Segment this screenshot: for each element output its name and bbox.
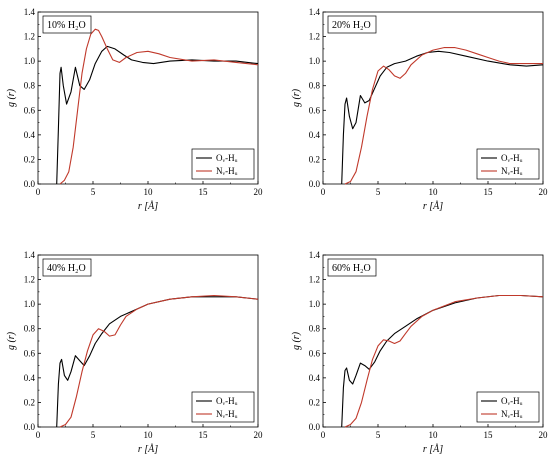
- panel-3: 0.0 0.2 0.4 0.6 0.8 1.0 1.2 1.4 0 5 10 15 20 r [Å] g (…: [6, 250, 263, 455]
- series-line-nv-hw: [59, 294, 259, 428]
- y-tick-label: 1.0: [24, 56, 36, 66]
- y-tick-label: 1.2: [24, 32, 35, 42]
- panel-label-box: [42, 15, 92, 34]
- x-axis-label: r [Å]: [138, 200, 158, 212]
- y-tick-label: 0.8: [24, 81, 36, 91]
- panel-label: 40% H₂O: [47, 263, 86, 274]
- y-tick-label: 1.0: [24, 299, 36, 309]
- legend-entry: Oᵥ-Hᵤ: [501, 153, 523, 163]
- x-tick-label: 0: [321, 187, 326, 197]
- y-tick-label: 1.0: [309, 56, 321, 66]
- legend-entry: Nᵥ-Hᵤ: [501, 166, 523, 176]
- y-tick-label: 0.6: [24, 348, 36, 358]
- x-tick-label: 10: [429, 430, 439, 440]
- panel-2: 0.0 0.2 0.4 0.6 0.8 1.0 1.2 1.4 0 5 10 15 20 r [Å] g (…: [291, 7, 548, 212]
- y-axis-label: g (r): [291, 88, 302, 107]
- series-line-nv-hw: [344, 47, 543, 185]
- panel-1: 0.0 0.2 0.4 0.6 0.8 1.0 1.2 1.4 0 5 10 15 20 r [Å] g (…: [6, 7, 263, 212]
- legend-entry: Oᵥ-Hᵤ: [216, 153, 238, 163]
- legend-entry: Oᵥ-Hᵤ: [216, 396, 238, 406]
- y-axis-label: g (r): [291, 331, 302, 350]
- x-tick-label: 10: [429, 187, 439, 197]
- y-tick-label: 0.2: [309, 154, 320, 164]
- series-line-ov-hw: [341, 50, 544, 185]
- panel-label: 10% H₂O: [47, 20, 86, 31]
- x-tick-label: 10: [144, 430, 154, 440]
- x-tick-label: 20: [254, 187, 264, 197]
- y-tick-label: 0.8: [24, 324, 36, 334]
- panel-label-box: [42, 258, 92, 277]
- y-tick-label: 1.2: [24, 275, 35, 285]
- y-tick-label: 1.4: [309, 250, 321, 260]
- y-tick-label: 0.2: [24, 154, 35, 164]
- y-tick-label: 0.6: [309, 105, 321, 115]
- x-tick-label: 10: [144, 187, 154, 197]
- legend-entry: Nᵥ-Hᵤ: [216, 166, 238, 176]
- series-line-ov-hw: [341, 294, 544, 428]
- y-tick-label: 0.4: [309, 130, 321, 140]
- legend-box: [191, 391, 255, 423]
- x-tick-label: 5: [376, 187, 381, 197]
- legend-box: [476, 391, 540, 423]
- y-tick-label: 0.4: [24, 130, 36, 140]
- x-tick-label: 15: [199, 187, 209, 197]
- y-tick-label: 0.0: [309, 179, 321, 189]
- x-tick-label: 5: [91, 430, 96, 440]
- legend-box: [476, 148, 540, 180]
- x-axis-label: r [Å]: [138, 443, 158, 455]
- x-tick-label: 0: [36, 187, 41, 197]
- y-tick-label: 1.4: [24, 7, 36, 17]
- x-tick-label: 15: [484, 430, 494, 440]
- y-tick-label: 1.2: [309, 275, 320, 285]
- y-tick-label: 0.0: [309, 422, 321, 432]
- series-line-nv-hw: [344, 294, 544, 428]
- y-axis-label: g (r): [6, 88, 17, 107]
- y-tick-label: 0.2: [24, 397, 35, 407]
- x-axis-label: r [Å]: [423, 200, 443, 212]
- panel-4: 0.0 0.2 0.4 0.6 0.8 1.0 1.2 1.4 0 5 10 15 20 r [Å] g (…: [291, 250, 548, 455]
- y-tick-label: 0.8: [309, 324, 321, 334]
- x-tick-label: 20: [539, 187, 549, 197]
- panel-label: 60% H₂O: [332, 263, 371, 274]
- x-tick-label: 20: [254, 430, 264, 440]
- x-tick-label: 15: [484, 187, 494, 197]
- x-tick-label: 0: [36, 430, 41, 440]
- legend-box: [191, 148, 255, 180]
- y-tick-label: 1.0: [309, 299, 321, 309]
- legend-entry: Nᵥ-Hᵤ: [216, 409, 238, 419]
- x-axis-label: r [Å]: [423, 443, 443, 455]
- panel-label: 20% H₂O: [332, 20, 371, 31]
- x-tick-label: 15: [199, 430, 209, 440]
- y-axis-label: g (r): [6, 331, 17, 350]
- y-tick-label: 0.0: [24, 179, 36, 189]
- legend-entry: Oᵥ-Hᵤ: [501, 396, 523, 406]
- legend-entry: Nᵥ-Hᵤ: [501, 409, 523, 419]
- y-tick-label: 1.4: [309, 7, 321, 17]
- y-tick-label: 0.8: [309, 81, 321, 91]
- y-tick-label: 0.4: [24, 373, 36, 383]
- x-tick-label: 5: [91, 187, 96, 197]
- panel-label-box: [327, 258, 377, 277]
- series-line-nv-hw: [59, 28, 259, 185]
- panel-label-box: [327, 15, 377, 34]
- y-tick-label: 0.2: [309, 397, 320, 407]
- x-tick-label: 5: [376, 430, 381, 440]
- y-tick-label: 1.2: [309, 32, 320, 42]
- y-tick-label: 1.4: [24, 250, 36, 260]
- y-tick-label: 0.6: [24, 105, 36, 115]
- series-line-ov-hw: [56, 45, 259, 185]
- y-tick-label: 0.6: [309, 348, 321, 358]
- y-tick-label: 0.4: [309, 373, 321, 383]
- y-tick-label: 0.0: [24, 422, 36, 432]
- x-tick-label: 20: [539, 430, 549, 440]
- x-tick-label: 0: [321, 430, 326, 440]
